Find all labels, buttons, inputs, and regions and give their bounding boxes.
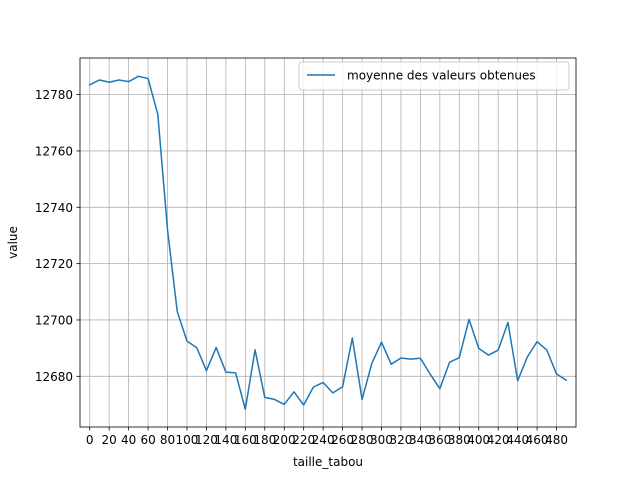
x-tick-label: 400 [467, 433, 490, 447]
y-tick-label: 12760 [35, 144, 73, 158]
legend: moyenne des valeurs obtenues [298, 61, 570, 91]
x-axis-ticks: 0 20 40 60 80 1001201401601802002202402602803… [86, 427, 568, 447]
x-tick-label: 440 [506, 433, 529, 447]
x-tick-label: 20 [102, 433, 117, 447]
x-tick-label: 460 [526, 433, 549, 447]
x-tick-label: 80 [160, 433, 175, 447]
x-tick-label: 260 [331, 433, 354, 447]
x-tick-label: 320 [389, 433, 412, 447]
x-tick-label: 280 [351, 433, 374, 447]
plot-frame [79, 57, 577, 428]
x-tick-label: 420 [487, 433, 510, 447]
x-tick-label: 200 [273, 433, 296, 447]
x-tick-label: 180 [253, 433, 276, 447]
x-tick-label: 300 [370, 433, 393, 447]
x-tick-label: 380 [448, 433, 471, 447]
y-tick-label: 12680 [35, 370, 73, 384]
x-tick-label: 0 [86, 433, 94, 447]
x-tick-label: 240 [312, 433, 335, 447]
x-tick-label: 360 [428, 433, 451, 447]
series-layer [88, 75, 568, 410]
series-line [88, 75, 568, 410]
y-axis-label: value [6, 226, 20, 259]
x-tick-label: 160 [234, 433, 257, 447]
x-tick-label: 340 [409, 433, 432, 447]
x-tick-label: 40 [121, 433, 136, 447]
y-axis-ticks: 12680 12700 12720 12740 12760 12780 [35, 88, 80, 384]
y-tick-label: 12740 [35, 201, 73, 215]
legend-frame [298, 61, 570, 91]
x-tick-label: 60 [140, 433, 155, 447]
plot-area [80, 58, 576, 427]
x-tick-label: 120 [195, 433, 218, 447]
y-tick-label: 12700 [35, 313, 73, 327]
legend-label: moyenne des valeurs obtenues [347, 69, 536, 83]
x-tick-label: 220 [292, 433, 315, 447]
grid-lines [80, 58, 576, 427]
x-tick-label: 480 [545, 433, 568, 447]
x-tick-label: 100 [176, 433, 199, 447]
x-axis-label: taille_tabou [293, 455, 363, 469]
y-tick-label: 12720 [35, 257, 73, 271]
x-tick-label: 140 [214, 433, 237, 447]
y-tick-label: 12780 [35, 88, 73, 102]
